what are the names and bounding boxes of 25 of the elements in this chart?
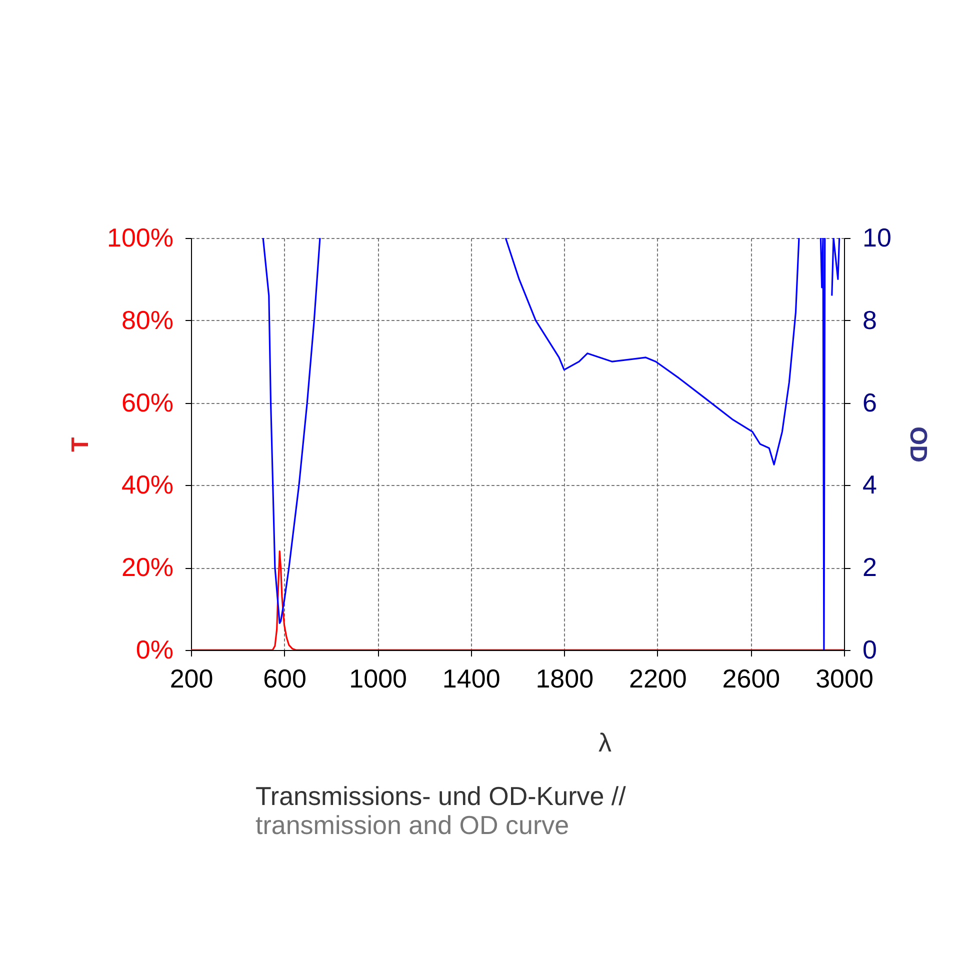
x-tick-label: 1000: [349, 664, 407, 694]
y2-tick-label: 2: [862, 552, 877, 582]
y-tick-label: 60%: [121, 387, 174, 418]
x-axis-title: λ: [598, 728, 612, 758]
y-tick-label: 0%: [136, 634, 174, 664]
y-tick-label: 100%: [107, 222, 174, 252]
text: transmission and OD curve: [256, 810, 570, 840]
x-tick-label: 1400: [442, 664, 500, 694]
y2-tick-label: 8: [862, 304, 877, 335]
x-tick-label: 2600: [722, 664, 780, 694]
x-tick-label: 600: [263, 664, 306, 694]
y-tick-label: 20%: [121, 552, 174, 582]
x-tick-label: 1800: [536, 664, 594, 694]
text: Transmissions- und OD-Kurve //: [256, 781, 627, 811]
x-tick-label: 200: [170, 664, 214, 694]
y-tick-label: 80%: [121, 304, 174, 335]
y-tick-label: 40%: [121, 470, 174, 500]
x-tick-label: 2200: [629, 664, 687, 694]
y2-tick-label: 10: [862, 222, 892, 252]
y2-tick-label: 6: [862, 387, 877, 418]
y2-tick-label: 4: [862, 470, 877, 500]
y-axis-title: T: [67, 436, 94, 452]
y2-axis-title: OD: [904, 426, 932, 462]
x-tick-label: 3000: [816, 664, 874, 694]
y2-tick-label: 0: [862, 634, 877, 664]
